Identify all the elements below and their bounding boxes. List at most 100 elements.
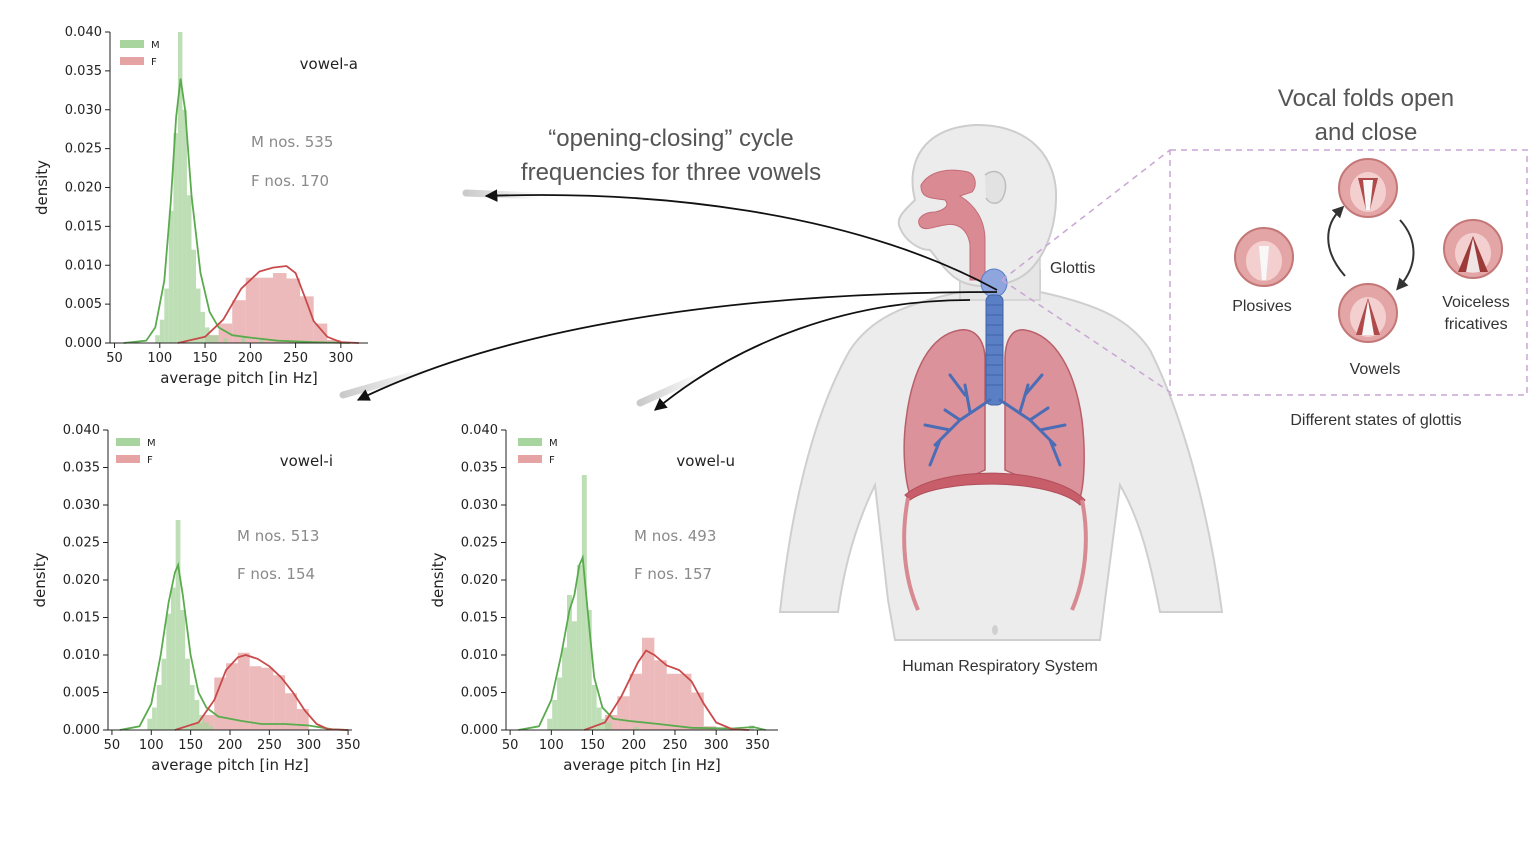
hist-bar-m xyxy=(177,32,183,343)
y-tick-label: 0.025 xyxy=(65,142,102,157)
y-tick-label: 0.015 xyxy=(63,611,100,626)
kde-line-m xyxy=(518,553,766,731)
hist-bar-m xyxy=(186,195,192,343)
legend-label-f: F xyxy=(151,57,157,68)
hist-bar-f xyxy=(300,296,314,343)
x-tick-label: 200 xyxy=(238,351,263,366)
vowels-label: Vowels xyxy=(1350,361,1401,378)
x-tick-label: 250 xyxy=(257,738,282,753)
hist-bar-m xyxy=(156,685,162,730)
y-tick-label: 0.015 xyxy=(461,611,498,626)
x-axis-label: average pitch [in Hz] xyxy=(160,369,318,387)
x-tick-label: 50 xyxy=(106,351,123,366)
hist-bar-f xyxy=(642,637,655,730)
hist-bar-m xyxy=(241,336,246,343)
hist-bar-m xyxy=(191,249,196,343)
body-head xyxy=(897,123,1058,288)
y-tick-label: 0.025 xyxy=(63,536,100,551)
hist-bar-m xyxy=(159,319,165,343)
hist-bar-f xyxy=(313,323,328,343)
caption-folds-line1: Vocal folds open xyxy=(1278,85,1454,112)
arrow-to-vowel-a xyxy=(484,189,998,291)
hist-bar-m xyxy=(606,722,612,730)
legend-swatch-f xyxy=(518,455,542,463)
legend-swatch-f xyxy=(116,455,140,463)
y-tick-label: 0.020 xyxy=(63,573,100,588)
y-tick-label: 0.025 xyxy=(461,536,498,551)
hist-bar-m xyxy=(596,707,602,730)
x-tick-label: 50 xyxy=(104,738,121,753)
y-tick-label: 0.000 xyxy=(65,336,102,351)
count-annotation: M nos. 493 xyxy=(634,527,716,545)
glottis-icon-top xyxy=(1338,158,1398,218)
y-tick-label: 0.015 xyxy=(65,219,102,234)
cycle-arrow-left xyxy=(1327,205,1346,277)
kde-line-f xyxy=(177,265,359,344)
y-tick-label: 0.035 xyxy=(461,461,498,476)
y-axis-label: density xyxy=(33,160,51,215)
legend-label-m: M xyxy=(549,438,558,449)
hist-bar-f xyxy=(214,677,227,730)
hist-bar-f xyxy=(272,273,287,343)
count-annotation: M nos. 535 xyxy=(251,133,333,151)
arrow-to-vowel-i xyxy=(356,291,998,401)
y-tick-label: 0.035 xyxy=(65,64,102,79)
hist-bar-m xyxy=(571,621,577,730)
x-tick-label: 250 xyxy=(283,351,308,366)
y-tick-label: 0.005 xyxy=(461,686,498,701)
voiceless-label-line2: fricatives xyxy=(1444,316,1507,333)
glottis-states-box xyxy=(1169,149,1528,396)
chart-title: vowel-u xyxy=(676,452,735,470)
x-axis-label: average pitch [in Hz] xyxy=(563,756,721,774)
x-tick-label: 250 xyxy=(663,738,688,753)
hist-bar-m xyxy=(557,677,563,730)
x-tick-label: 150 xyxy=(193,351,218,366)
hist-bar-f xyxy=(245,277,260,343)
hist-bar-m xyxy=(214,335,219,343)
glottis-icon-voiceless xyxy=(1443,219,1503,279)
chart-vowel-u: 0.000 0.005 0.010 0.015 0.020 0.025 0.030 0.035… xyxy=(429,423,778,774)
hist-bar-f xyxy=(296,709,309,730)
hist-bar-m xyxy=(164,288,169,343)
y-tick-label: 0.035 xyxy=(63,461,100,476)
human-respiratory-illustration xyxy=(778,123,1224,641)
kde-line-f xyxy=(583,649,750,731)
x-axis-label: average pitch [in Hz] xyxy=(151,756,309,774)
hist-bar-m xyxy=(586,610,592,730)
hist-bar-f xyxy=(691,692,704,730)
hist-bar-m xyxy=(208,726,214,730)
legend-swatch-m xyxy=(120,40,144,48)
y-tick-label: 0.030 xyxy=(63,498,100,513)
hist-bar-m xyxy=(591,685,597,730)
nasal-oral-cavity xyxy=(918,169,986,281)
hist-bar-f xyxy=(226,663,238,730)
y-tick-label: 0.005 xyxy=(63,686,100,701)
x-tick-label: 350 xyxy=(336,738,361,753)
hist-bar-m xyxy=(155,335,160,343)
x-tick-label: 200 xyxy=(218,738,243,753)
y-tick-label: 0.010 xyxy=(65,258,102,273)
legend-swatch-m xyxy=(116,438,140,446)
legend-swatch-m xyxy=(518,438,542,446)
hist-bar-m xyxy=(566,595,572,730)
hist-bar-m xyxy=(166,613,171,730)
y-tick-label: 0.020 xyxy=(65,181,102,196)
x-tick-label: 100 xyxy=(539,738,564,753)
chart-vowel-a: 0.000 0.005 0.010 0.015 0.020 0.025 0.030 0.035… xyxy=(33,25,368,387)
arrow-tail-u xyxy=(636,372,704,407)
x-tick-label: 150 xyxy=(580,738,605,753)
hist-bar-f xyxy=(286,278,301,343)
hist-bar-f xyxy=(273,675,286,730)
x-tick-label: 200 xyxy=(621,738,646,753)
hist-bar-m xyxy=(547,718,553,730)
legend-label-m: M xyxy=(151,40,160,51)
trachea xyxy=(985,294,1004,406)
chart-title: vowel-i xyxy=(280,452,333,470)
hist-bar-f xyxy=(237,652,250,730)
x-tick-label: 300 xyxy=(328,351,353,366)
hist-bar-m xyxy=(259,339,264,343)
glottis-icon-vowels xyxy=(1338,283,1398,343)
y-tick-label: 0.000 xyxy=(461,723,498,738)
hist-bar-m xyxy=(175,520,181,730)
x-tick-label: 300 xyxy=(704,738,729,753)
